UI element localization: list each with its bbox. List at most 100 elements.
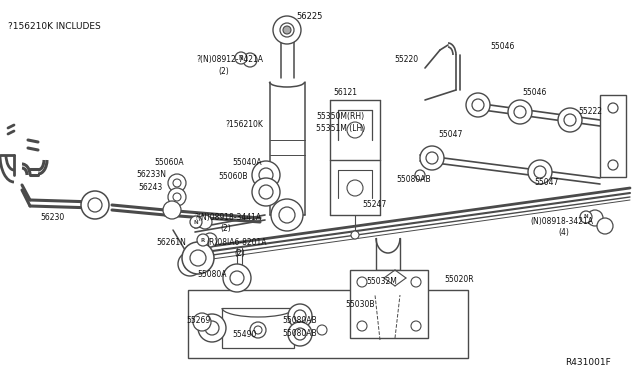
Circle shape <box>580 211 592 223</box>
Text: 55080A: 55080A <box>197 270 227 279</box>
Circle shape <box>294 310 306 322</box>
Text: N: N <box>194 219 198 224</box>
Text: (2): (2) <box>234 249 244 258</box>
Text: 55351M (LH): 55351M (LH) <box>316 124 365 133</box>
Circle shape <box>508 100 532 124</box>
Circle shape <box>184 258 196 270</box>
Circle shape <box>243 53 257 67</box>
Text: 55060B: 55060B <box>218 172 248 181</box>
Text: 55030B: 55030B <box>345 300 374 309</box>
Text: 55080AB: 55080AB <box>282 329 317 338</box>
Circle shape <box>420 146 444 170</box>
Text: ?(N)08912-7421A: ?(N)08912-7421A <box>196 55 263 64</box>
Circle shape <box>587 210 603 226</box>
Text: 56261N: 56261N <box>156 238 186 247</box>
Circle shape <box>426 152 438 164</box>
Circle shape <box>190 216 202 228</box>
Circle shape <box>252 178 280 206</box>
Text: R: R <box>201 237 205 243</box>
Text: ?(N)08918-3441A: ?(N)08918-3441A <box>194 213 261 222</box>
Circle shape <box>168 188 186 206</box>
Circle shape <box>317 325 327 335</box>
Circle shape <box>608 103 618 113</box>
Circle shape <box>271 199 303 231</box>
Circle shape <box>534 166 546 178</box>
Text: 56225: 56225 <box>296 12 323 21</box>
Text: (2): (2) <box>218 67 228 76</box>
Circle shape <box>173 179 181 187</box>
Circle shape <box>81 191 109 219</box>
Text: (2): (2) <box>220 224 231 233</box>
Text: (R)08IA6-8201A: (R)08IA6-8201A <box>206 238 266 247</box>
Circle shape <box>230 271 244 285</box>
Text: R431001F: R431001F <box>565 358 611 367</box>
Circle shape <box>163 201 181 219</box>
Text: 55020R: 55020R <box>444 275 474 284</box>
Circle shape <box>472 99 484 111</box>
Text: 55269: 55269 <box>186 316 211 325</box>
Circle shape <box>411 277 421 287</box>
Circle shape <box>288 322 312 346</box>
Bar <box>600 95 626 177</box>
Text: 55080AB: 55080AB <box>282 316 317 325</box>
Text: 55080AB: 55080AB <box>396 175 431 184</box>
Text: 55220: 55220 <box>394 55 418 64</box>
Circle shape <box>182 242 214 274</box>
Circle shape <box>168 174 186 192</box>
Circle shape <box>357 321 367 331</box>
Text: 55046: 55046 <box>522 88 547 97</box>
Text: 56230: 56230 <box>40 213 64 222</box>
Text: (4): (4) <box>558 228 569 237</box>
Circle shape <box>514 106 526 118</box>
Circle shape <box>415 170 425 180</box>
Circle shape <box>259 185 273 199</box>
Circle shape <box>294 328 306 340</box>
Text: 55350M(RH): 55350M(RH) <box>316 112 364 121</box>
Text: 56121: 56121 <box>333 88 357 97</box>
Circle shape <box>198 215 212 229</box>
Text: 55032M: 55032M <box>366 277 397 286</box>
Circle shape <box>205 321 219 335</box>
Text: 55247: 55247 <box>362 200 387 209</box>
Text: N: N <box>239 55 243 61</box>
Circle shape <box>88 198 102 212</box>
Circle shape <box>411 321 421 331</box>
Circle shape <box>198 314 226 342</box>
Circle shape <box>466 93 490 117</box>
Text: 55060A: 55060A <box>154 158 184 167</box>
Text: 55046: 55046 <box>490 42 515 51</box>
Text: ?156210K: ?156210K <box>225 120 263 129</box>
Text: 55047: 55047 <box>534 178 558 187</box>
Circle shape <box>252 161 280 189</box>
Circle shape <box>273 16 301 44</box>
Bar <box>188 290 468 358</box>
Circle shape <box>197 234 209 246</box>
Circle shape <box>283 26 291 34</box>
Bar <box>222 308 294 348</box>
Text: 56243: 56243 <box>138 183 163 192</box>
Circle shape <box>279 207 295 223</box>
Circle shape <box>235 52 247 64</box>
Circle shape <box>351 231 359 239</box>
Text: 56233N: 56233N <box>136 170 166 179</box>
Circle shape <box>347 180 363 196</box>
Text: ?156210K INCLUDES: ?156210K INCLUDES <box>8 22 100 31</box>
Circle shape <box>190 250 206 266</box>
Circle shape <box>564 114 576 126</box>
Circle shape <box>178 252 202 276</box>
Text: 55047: 55047 <box>438 130 462 139</box>
Bar <box>350 270 428 338</box>
Circle shape <box>608 160 618 170</box>
Circle shape <box>347 122 363 138</box>
Circle shape <box>357 277 367 287</box>
Circle shape <box>203 233 217 247</box>
Circle shape <box>558 108 582 132</box>
Text: 55490: 55490 <box>232 330 257 339</box>
Circle shape <box>193 313 211 331</box>
Text: (N)08918-3421A: (N)08918-3421A <box>530 217 593 226</box>
Circle shape <box>250 322 266 338</box>
Circle shape <box>288 304 312 328</box>
Circle shape <box>280 23 294 37</box>
Text: N: N <box>584 215 588 219</box>
Circle shape <box>173 193 181 201</box>
